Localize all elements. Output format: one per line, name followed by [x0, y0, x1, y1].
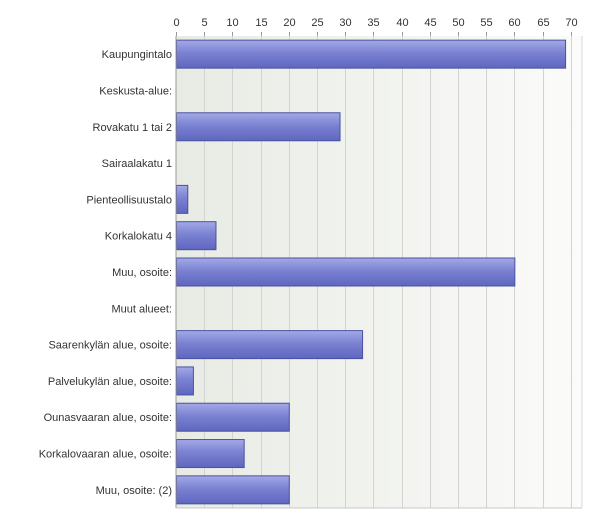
x-tick-label: 35 [367, 17, 379, 29]
bar [176, 439, 245, 469]
category-label: Korkalovaaran alue, osoite: [39, 449, 172, 461]
category-label: Muu, osoite: (2) [96, 485, 172, 497]
category-label: Keskusta-alue: [99, 85, 172, 97]
bar [176, 221, 217, 251]
x-tick-label: 20 [283, 17, 295, 29]
bar [176, 475, 290, 505]
x-axis-ticks: 0 5 10 15 20 25 30 35 40 45 50 55 60 65 70 [173, 17, 578, 36]
x-tick-label: 25 [311, 17, 323, 29]
bar [176, 184, 189, 214]
x-tick-label: 50 [452, 17, 464, 29]
bar [176, 330, 364, 360]
bar [176, 402, 290, 432]
x-tick-label: 10 [226, 17, 238, 29]
x-tick-label: 0 [173, 17, 179, 29]
x-tick-label: 45 [424, 17, 436, 29]
x-tick-label: 55 [480, 17, 492, 29]
x-tick-label: 15 [255, 17, 267, 29]
category-label: Muut alueet: [111, 303, 172, 315]
x-tick-label: 60 [508, 17, 520, 29]
x-tick-label: 40 [396, 17, 408, 29]
bar [176, 257, 516, 287]
category-label: Rovakatu 1 tai 2 [93, 122, 173, 134]
category-label: Ounasvaaran alue, osoite: [44, 412, 172, 424]
x-tick-label: 5 [201, 17, 207, 29]
category-label: Korkalokatu 4 [105, 231, 172, 243]
bar [176, 366, 194, 396]
category-label: Pienteollisuustalo [86, 194, 172, 206]
category-label: Sairaalakatu 1 [102, 158, 172, 170]
category-label: Saarenkylän alue, osoite: [48, 340, 172, 352]
category-label: Kaupungintalo [102, 49, 172, 61]
bars [176, 39, 567, 505]
category-label: Palvelukylän alue, osoite: [48, 376, 172, 388]
bar [176, 112, 341, 142]
bar [176, 39, 567, 69]
category-label: Muu, osoite: [112, 267, 172, 279]
x-tick-label: 30 [339, 17, 351, 29]
x-tick-label: 65 [537, 17, 549, 29]
category-labels: Kaupungintalo Keskusta-alue: Rovakatu 1 ta… [39, 49, 172, 497]
x-tick-label: 70 [565, 17, 577, 29]
